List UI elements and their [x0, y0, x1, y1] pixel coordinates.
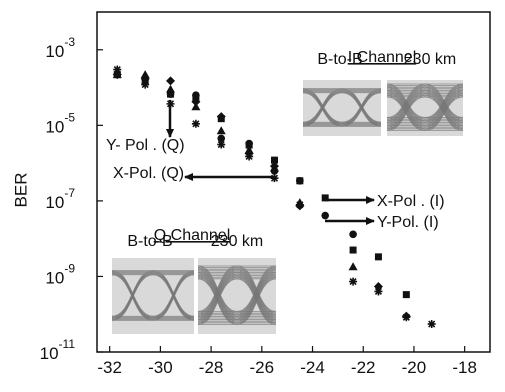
x-tick-label: -32 — [97, 358, 122, 377]
y-tick-label: 10-9 — [45, 261, 75, 287]
y-tick-base: 10 — [45, 268, 64, 287]
y-tick-exponent: -9 — [64, 261, 75, 275]
x-tick-label: -20 — [402, 358, 427, 377]
y-tick-base: 10 — [40, 344, 59, 363]
y-tick-base: 10 — [45, 117, 64, 136]
x-tick-label: -22 — [351, 358, 376, 377]
y-tick-label: 10-11 — [40, 337, 76, 363]
marker-circle — [296, 177, 304, 185]
y-axis-label: BER — [11, 173, 30, 208]
marker-square — [403, 291, 410, 298]
eye-diagram — [198, 258, 276, 334]
x-tick-label: -30 — [148, 358, 173, 377]
annotation: X-Pol. (Q) — [113, 165, 184, 182]
eye-diagram — [303, 80, 381, 136]
marker-triangle — [217, 126, 226, 134]
marker-asterisk — [217, 141, 225, 149]
y-tick-label: 10-7 — [45, 186, 75, 212]
eye-diagram — [112, 258, 194, 334]
x-tick-label: -28 — [199, 358, 224, 377]
x-tick-label: -24 — [300, 358, 325, 377]
annotation: Y-Pol. (I) — [377, 214, 439, 231]
annotation: B-to-B — [317, 51, 362, 68]
y-tick-base: 10 — [45, 42, 64, 61]
marker-asterisk — [192, 120, 200, 128]
x-tick-label: -26 — [250, 358, 275, 377]
y-tick-exponent: -3 — [64, 35, 75, 49]
eye-diagram — [387, 80, 463, 136]
y-tick-exponent: -5 — [64, 110, 75, 124]
marker-square — [375, 253, 382, 260]
marker-asterisk — [296, 201, 304, 209]
x-tick-label: -18 — [452, 358, 477, 377]
y-tick-base: 10 — [45, 193, 64, 212]
marker-asterisk — [349, 278, 357, 286]
marker-asterisk — [374, 287, 382, 295]
marker-asterisk — [402, 313, 410, 321]
marker-triangle — [349, 262, 358, 270]
annotation: 230 km — [404, 51, 456, 68]
marker-asterisk — [245, 152, 253, 160]
marker-asterisk — [113, 66, 121, 74]
y-tick-exponent: -11 — [59, 337, 76, 351]
marker-circle — [349, 231, 357, 239]
eye-background — [112, 258, 194, 334]
y-tick-exponent: -7 — [64, 186, 75, 200]
chart: BER -32-30-28-26-24-22-20-1810-310-510-7… — [0, 0, 505, 392]
annotation: X-Pol . (I) — [377, 193, 445, 210]
annotation: 230 km — [211, 233, 263, 250]
marker-square — [350, 247, 357, 254]
marker-circle — [321, 212, 329, 220]
y-tick-label: 10-3 — [45, 35, 75, 61]
y-tick-label: 10-5 — [45, 110, 75, 136]
annotation: Y- Pol . (Q) — [106, 137, 185, 154]
marker-asterisk — [428, 320, 436, 328]
marker-diamond — [166, 76, 175, 85]
annotation: B-to-B — [127, 233, 172, 250]
marker-triangle — [166, 85, 175, 93]
marker-asterisk — [141, 81, 149, 89]
